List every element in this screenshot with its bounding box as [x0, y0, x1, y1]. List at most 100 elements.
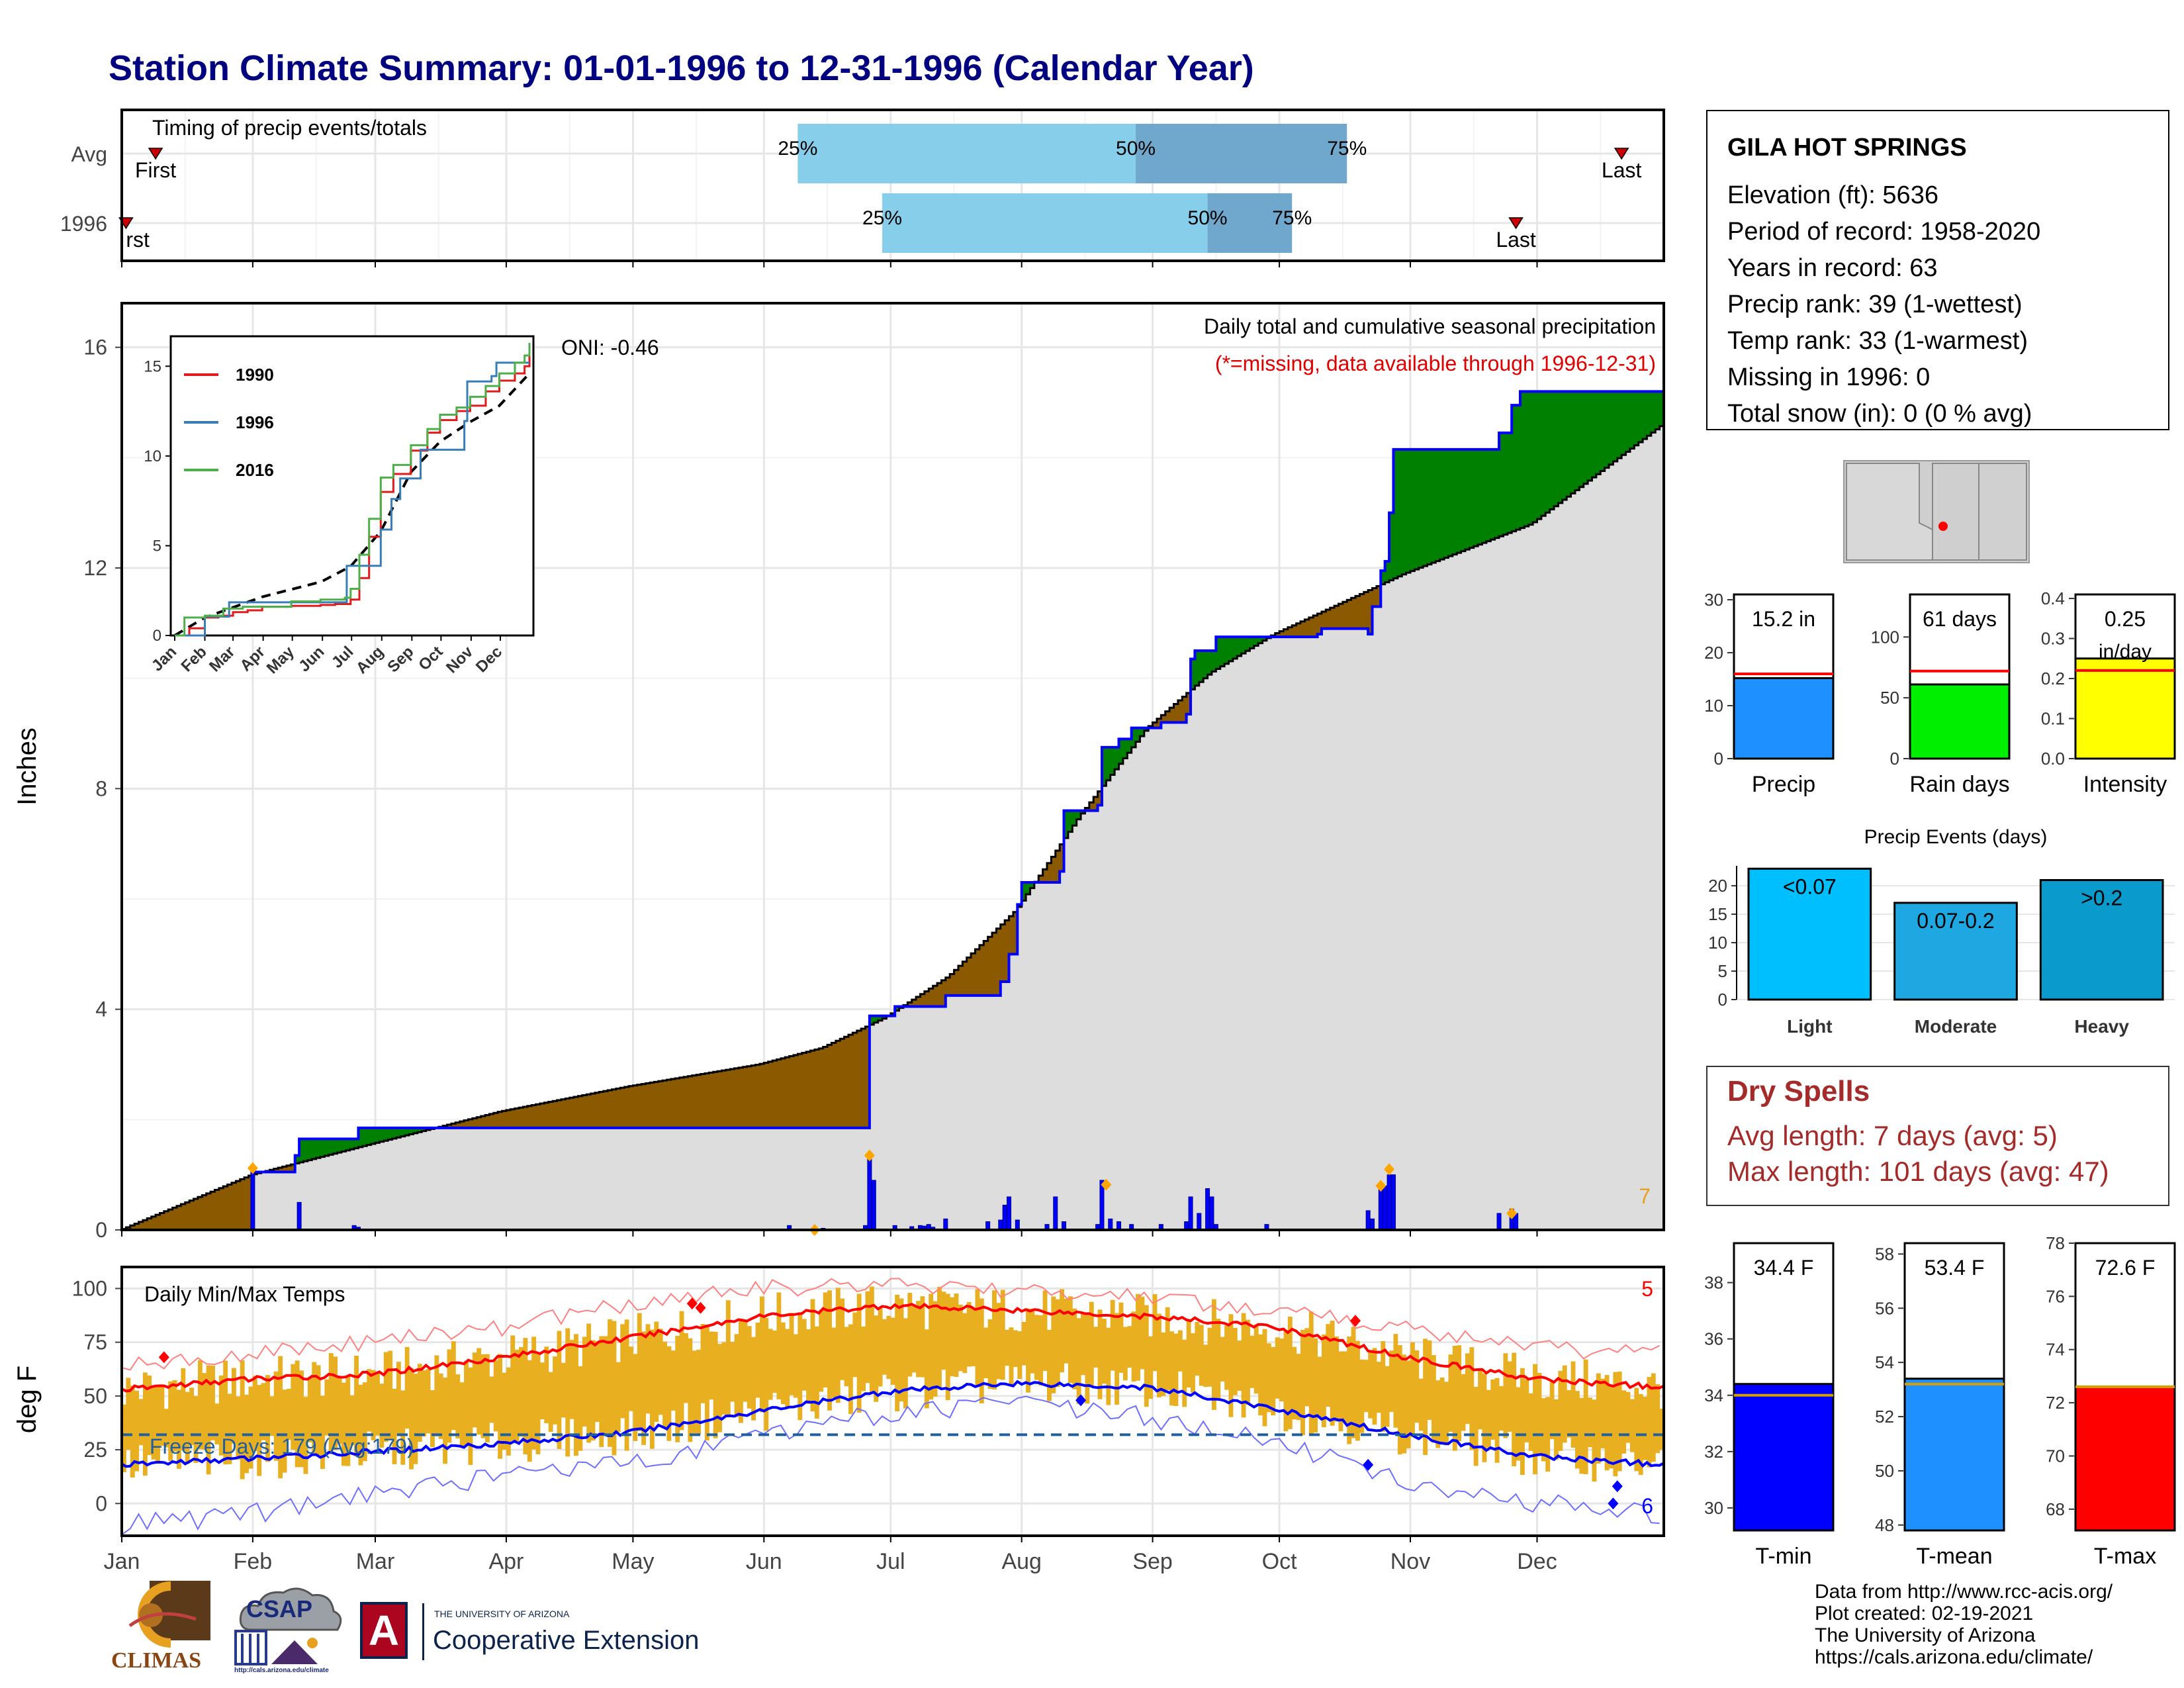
surplus-area [1131, 727, 1136, 747]
daily-temp-bar [1199, 1325, 1204, 1386]
surplus-area [324, 1139, 330, 1156]
station-temp-rank: Temp rank: 33 (1-warmest) [1727, 327, 2028, 355]
daily-temp-bar [1042, 1290, 1048, 1372]
surplus-area [1228, 637, 1234, 661]
daily-temp-bar [1253, 1324, 1259, 1394]
daily-temp-bar [1478, 1369, 1483, 1430]
tmax_avg-xlabel: T-max [2094, 1544, 2156, 1569]
daily-temp-bar [612, 1321, 617, 1456]
month-label-jun: Jun [746, 1549, 782, 1574]
deficit-area [658, 1081, 663, 1128]
daily-temp-bar [929, 1293, 934, 1400]
daily-temp-bar [1414, 1350, 1420, 1423]
deficit-area [134, 1223, 140, 1230]
deficit-area [1292, 625, 1297, 637]
daily-temp-bar [1427, 1340, 1432, 1420]
timing-bar-25-50-1996 [882, 193, 1208, 253]
daily-temp-bar [1562, 1365, 1567, 1443]
daily-temp-bar [582, 1336, 587, 1427]
deficit-area [814, 1049, 819, 1128]
daily-temp-bar [1452, 1346, 1457, 1451]
surplus-area [371, 1127, 376, 1145]
precip_total-ytick-label: 10 [1704, 696, 1723, 716]
tmean_avg-chart: 48 50 52 54 56 58 53.4 F T-mean [1875, 1242, 2005, 1569]
deficit-area [240, 1179, 245, 1230]
daily-temp-bar [163, 1409, 169, 1448]
daily-temp-bar [987, 1319, 993, 1389]
daily-temp-bar [172, 1380, 177, 1452]
intensity-ytick-label: 0.0 [2041, 749, 2065, 769]
daily-temp-bar [1122, 1327, 1128, 1381]
daily-precip-bar [943, 1218, 948, 1231]
daily-temp-bar [717, 1344, 722, 1432]
daily-temp-bar [637, 1313, 642, 1431]
deficit-area [793, 1055, 798, 1128]
daily-temp-bar [586, 1323, 592, 1443]
deficit-area [557, 1100, 562, 1128]
daily-temp-bar [890, 1317, 895, 1385]
deficit-area [911, 1000, 917, 1007]
daily-temp-bar [1397, 1344, 1402, 1455]
daily-temp-bar [1629, 1399, 1635, 1452]
daily-temp-bar [1186, 1319, 1191, 1387]
record-marker-tmin [1075, 1394, 1087, 1407]
station-period: Period of record: 1958-2020 [1727, 218, 2041, 246]
deficit-area [797, 1054, 803, 1128]
daily-temp-bar [1191, 1333, 1195, 1393]
missing-count-label: 7 [1639, 1184, 1651, 1208]
surplus-area [1136, 727, 1141, 742]
deficit-area [1359, 594, 1365, 629]
daily-temp-bar [1574, 1391, 1580, 1469]
daily-temp-bar [979, 1298, 984, 1404]
deficit-area [1013, 912, 1018, 955]
tmean_avg-ytick-label: 48 [1875, 1515, 1894, 1535]
surplus-area [1393, 449, 1398, 579]
surplus-area [1562, 391, 1567, 500]
daily-temp-bar [1304, 1328, 1310, 1407]
deficit-area [709, 1072, 714, 1128]
daily-temp-bar [1051, 1296, 1056, 1393]
surplus-area [337, 1139, 342, 1153]
deficit-area [1182, 696, 1187, 723]
deficit-area [1304, 619, 1310, 637]
daily-temp-bar [514, 1350, 520, 1444]
deficit-area [649, 1082, 655, 1128]
daily-temp-bar [975, 1289, 980, 1387]
precip-events-bar-moderate [1893, 902, 2018, 1001]
timing-label-50-1996: 50% [1188, 207, 1228, 229]
daily-temp-bar [1439, 1377, 1445, 1445]
deficit-area [785, 1057, 790, 1128]
daily-temp-bar [261, 1383, 266, 1440]
daily-temp-bar [1473, 1387, 1479, 1466]
ua-block-a: A [360, 1602, 408, 1659]
rain_days-value-label: 61 days [1923, 607, 1997, 631]
daily-temp-bar [1579, 1397, 1584, 1474]
dry-spells-max: Max length: 101 days (avg: 47) [1727, 1156, 2109, 1187]
daily-temp-bar [1220, 1336, 1225, 1382]
precip-ytick-label: 16 [83, 336, 107, 359]
deficit-area [725, 1070, 731, 1128]
daily-temp-bar [1368, 1350, 1373, 1419]
ua-cooperative-extension-logo: A THE UNIVERSITY OF ARIZONA Cooperative … [360, 1602, 744, 1668]
daily-temp-bar [1275, 1337, 1280, 1399]
credit-university: The University of Arizona [1815, 1624, 2036, 1646]
daily-temp-bar [223, 1360, 228, 1465]
daily-temp-bar [477, 1348, 482, 1435]
surplus-area [1106, 747, 1111, 780]
deficit-area [645, 1083, 651, 1128]
deficit-area [218, 1188, 224, 1230]
deficit-area [176, 1205, 181, 1230]
daily-temp-bar [1570, 1361, 1576, 1448]
daily-temp-bar [920, 1296, 925, 1378]
deficit-area [827, 1045, 833, 1128]
daily-temp-bar [295, 1360, 300, 1468]
page-title: Station Climate Summary: 01-01-1996 to 1… [109, 48, 1254, 88]
daily-temp-bar [1038, 1315, 1044, 1385]
daily-temp-bar [197, 1360, 203, 1450]
daily-temp-bar [772, 1331, 777, 1393]
daily-temp-bar [489, 1376, 494, 1423]
deficit-area [1296, 623, 1301, 637]
deficit-area [1156, 718, 1161, 728]
daily-temp-bar [459, 1382, 465, 1446]
daily-temp-bar [1173, 1333, 1179, 1407]
